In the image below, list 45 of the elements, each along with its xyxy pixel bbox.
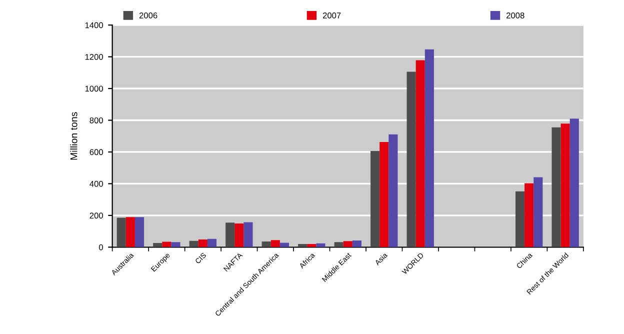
bar	[560, 124, 570, 248]
y-tick-label: 400	[90, 180, 103, 187]
bar	[316, 243, 326, 248]
bar	[388, 134, 398, 248]
legend-label: 2008	[506, 12, 524, 18]
bar	[534, 177, 543, 248]
bar	[352, 240, 362, 248]
bar	[416, 60, 425, 248]
bar	[153, 243, 162, 248]
bar	[207, 238, 217, 248]
bar	[262, 241, 271, 248]
bar	[244, 222, 253, 248]
legend-label: 2006	[139, 12, 158, 18]
bar	[552, 127, 561, 248]
bar	[280, 242, 289, 248]
bar	[198, 240, 208, 248]
bar	[524, 183, 534, 248]
bar	[162, 242, 172, 248]
bar	[189, 240, 198, 248]
bar	[116, 218, 126, 248]
bar	[126, 217, 135, 248]
bar	[570, 118, 579, 248]
legend-label: 2007	[322, 12, 341, 18]
y-axis-title: Million tons	[70, 112, 78, 160]
bar	[307, 244, 316, 248]
bar	[334, 242, 344, 248]
bar	[424, 49, 434, 248]
y-tick-label: 200	[90, 212, 103, 219]
bar	[234, 224, 244, 248]
bar	[406, 72, 416, 248]
bar	[171, 242, 180, 248]
bar	[226, 222, 235, 248]
bar	[370, 151, 380, 248]
bar	[343, 241, 352, 248]
bar	[515, 191, 525, 248]
bar	[298, 244, 308, 248]
y-tick-label: 800	[90, 117, 103, 124]
y-tick-label: 1200	[85, 54, 103, 60]
y-tick-label: 600	[90, 149, 103, 156]
bar	[134, 217, 144, 248]
y-tick-label: 1000	[85, 86, 103, 92]
bar	[380, 142, 389, 248]
y-tick-label: 1400	[85, 22, 103, 28]
bar	[270, 240, 280, 248]
y-tick-label: 0	[98, 244, 103, 250]
